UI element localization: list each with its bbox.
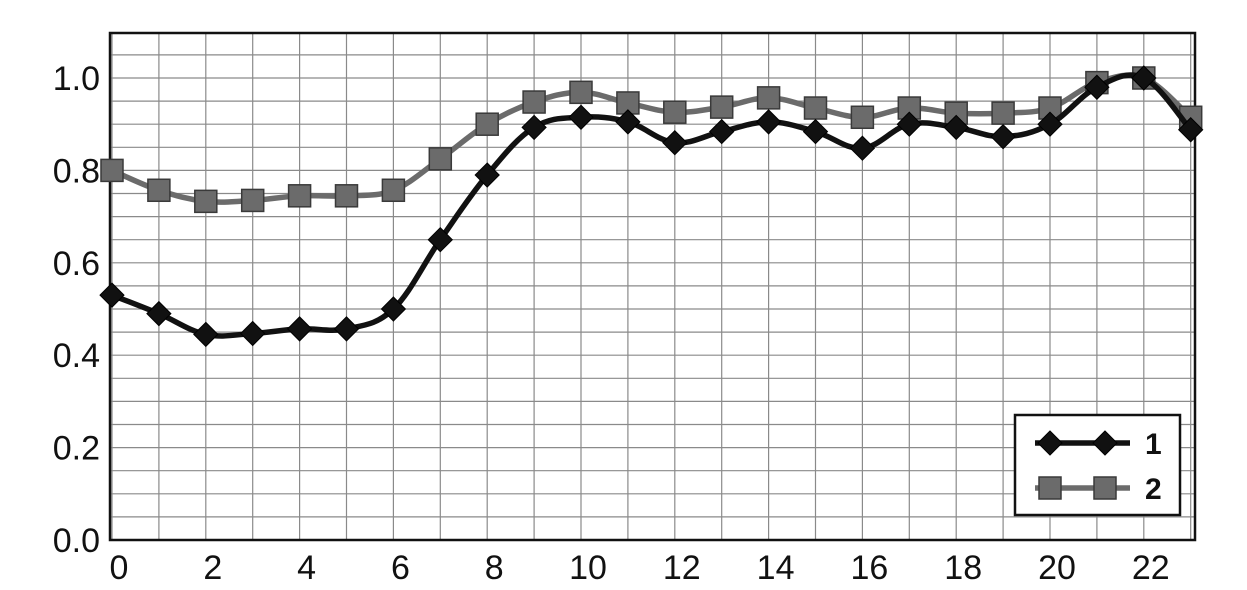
x-tick-label: 20	[1038, 549, 1076, 587]
series-2-point	[522, 90, 546, 114]
series-1-point	[802, 118, 829, 145]
series-2	[100, 66, 1203, 214]
axis-labels: 0.00.20.40.60.81.00 2 4 6 8 10 12 14 16 18 20 22	[53, 60, 1170, 587]
series-2-point	[147, 178, 171, 203]
series-1-point	[615, 109, 641, 135]
series-2-point	[709, 95, 734, 119]
series-1-point	[943, 114, 969, 141]
x-tick-label: 8	[485, 549, 504, 587]
legend-label: 1	[1145, 428, 1162, 461]
series-1-point	[474, 162, 500, 188]
y-tick-label: 0.2	[53, 430, 100, 468]
y-tick-label: 0.8	[53, 152, 100, 190]
y-tick-label: 0.6	[53, 245, 100, 283]
y-tick-label: 0.0	[53, 522, 100, 560]
legend-label: 2	[1145, 473, 1162, 506]
series-1-point	[849, 135, 876, 161]
series-1-point	[286, 316, 313, 342]
series-2-point	[803, 96, 828, 120]
series-1-point	[662, 129, 688, 156]
x-tick-label: 2	[203, 549, 222, 587]
x-tick-label: 0	[110, 549, 129, 587]
legend-marker	[1038, 476, 1062, 500]
series-2-point	[663, 100, 687, 124]
series-2-point	[850, 105, 875, 130]
series-1-point	[239, 320, 266, 347]
series-2-point	[381, 178, 406, 203]
y-tick-label: 1.0	[53, 60, 100, 98]
series-1-point	[1177, 117, 1204, 143]
series-1-point	[1084, 74, 1110, 100]
series-1-point	[990, 123, 1016, 150]
x-tick-label: 12	[663, 549, 701, 587]
x-tick-label: 16	[850, 549, 888, 587]
series-1-point	[333, 316, 360, 342]
series-2-point	[428, 147, 453, 171]
legend-marker	[1092, 430, 1118, 456]
series-2-point	[287, 184, 312, 208]
series-2-point	[991, 101, 1015, 125]
series-2-line	[109, 72, 1194, 205]
x-tick-label: 4	[297, 549, 316, 587]
series-layer	[99, 65, 1204, 348]
legend-marker	[1037, 430, 1063, 456]
series-1-point	[427, 226, 454, 253]
series-1-point	[380, 296, 407, 322]
series-1-point	[896, 111, 923, 137]
series-1-point	[521, 114, 547, 141]
legend-item-1: 1	[1035, 428, 1162, 461]
series-2-point	[756, 86, 781, 110]
x-tick-label: 22	[1132, 549, 1170, 587]
series-1	[99, 65, 1204, 348]
series-1-point	[1037, 111, 1063, 137]
series-1-point	[193, 321, 219, 348]
series-2-point	[334, 184, 359, 208]
series-2-point	[100, 158, 124, 183]
x-tick-label: 14	[757, 549, 795, 587]
series-1-point	[1131, 65, 1157, 91]
series-2-point	[569, 80, 593, 105]
legend: 12	[1013, 413, 1182, 517]
series-1-point	[755, 109, 782, 135]
y-tick-label: 0.4	[53, 337, 100, 375]
legend-item-2: 2	[1035, 473, 1162, 506]
series-2-point	[240, 188, 265, 213]
series-1-point	[708, 118, 735, 145]
legend-marker	[1093, 476, 1117, 500]
series-1-point	[146, 300, 172, 327]
series-1-point	[568, 104, 594, 130]
x-tick-label: 6	[391, 549, 410, 587]
x-tick-label: 10	[569, 549, 607, 587]
series-2-point	[194, 189, 218, 214]
x-tick-label: 18	[944, 549, 982, 587]
series-1-point	[99, 282, 125, 308]
series-2-point	[475, 112, 499, 136]
